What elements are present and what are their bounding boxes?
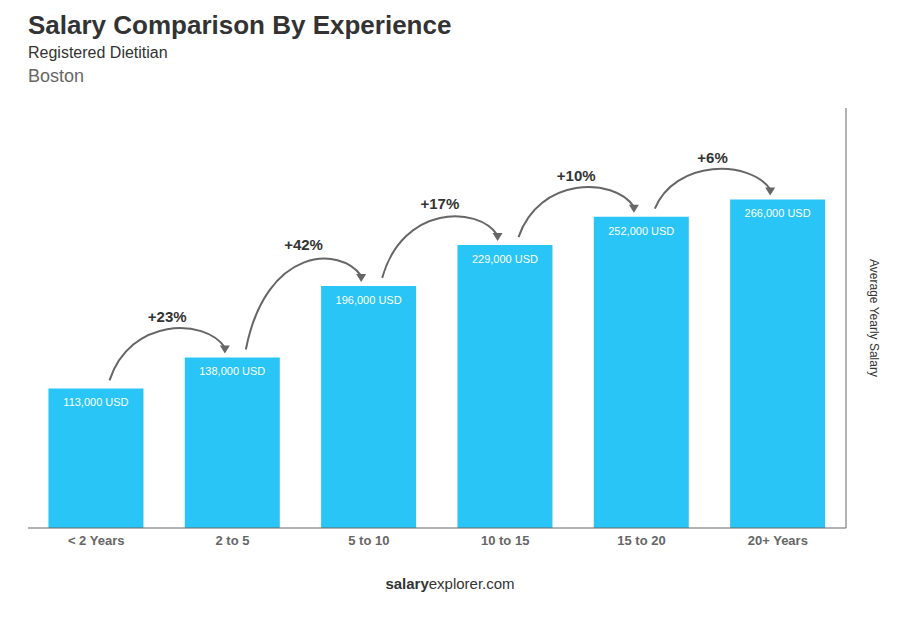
html-text:Registered Dietitian: Registered Dietitian — [28, 44, 168, 61]
html-text:Boston: Boston — [28, 66, 84, 86]
svg-text:+42%: +42% — [284, 236, 323, 253]
svg-text:+17%: +17% — [420, 195, 459, 212]
svg-text:196,000 USD: 196,000 USD — [336, 294, 402, 306]
svg-text:252,000 USD: 252,000 USD — [608, 225, 674, 237]
svg-text:10 to 15: 10 to 15 — [481, 533, 529, 548]
svg-text:15 to 20: 15 to 20 — [617, 533, 665, 548]
html-text:salary explorer.com: salary explorer.com — [385, 575, 515, 592]
svg-text:Average Yearly Salary: Average Yearly Salary — [867, 259, 881, 377]
svg-text:+23%: +23% — [148, 308, 187, 325]
svg-text:20+ Years: 20+ Years — [748, 533, 808, 548]
svg-text:138,000 USD: 138,000 USD — [199, 365, 265, 377]
svg-text:< 2 Years: < 2 Years — [68, 533, 125, 548]
html-text:Salary Comparison By Experienc: Salary Comparison By Experience — [28, 10, 452, 40]
svg-text:2 to 5: 2 to 5 — [216, 533, 250, 548]
svg-text:229,000 USD: 229,000 USD — [472, 253, 538, 265]
svg-text:266,000 USD: 266,000 USD — [745, 207, 811, 219]
svg-text:+10%: +10% — [557, 167, 596, 184]
svg-text:113,000 USD: 113,000 USD — [63, 396, 128, 408]
svg-text:5 to 10: 5 to 10 — [348, 533, 389, 548]
svg-text:+6%: +6% — [697, 149, 727, 166]
